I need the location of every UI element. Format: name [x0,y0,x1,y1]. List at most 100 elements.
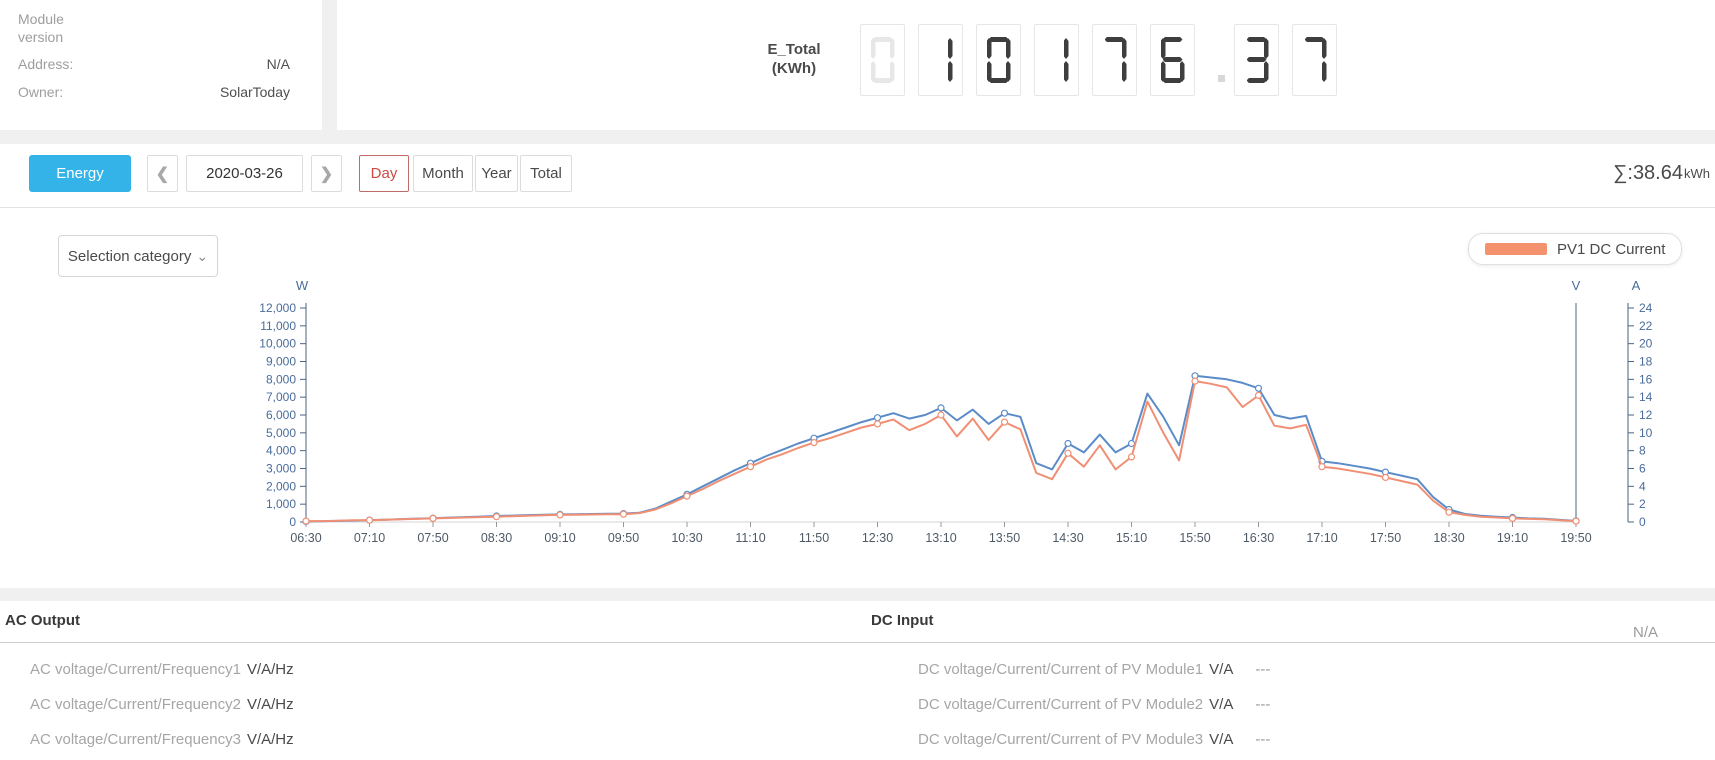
series-marker [492,513,501,521]
a-axis-tick-label: 22 [1639,319,1653,333]
decimal-point [1208,24,1234,94]
energy-sum: ∑: 38.64 kWh [1613,155,1710,192]
v-axis-title: V [1572,278,1581,293]
x-axis-tick-label: 08:30 [481,531,512,545]
series-marker [429,514,437,522]
series-marker [1000,409,1009,417]
series-marker [1127,453,1136,461]
w-axis-tick-label: 4,000 [266,444,296,458]
sigma-icon: ∑: [1613,162,1633,184]
x-axis-tick-label: 14:30 [1052,531,1083,545]
series-marker [1254,384,1263,392]
seven-segment-digit [1092,24,1137,96]
seven-segment-digit [1234,24,1279,96]
series-marker [1254,391,1263,400]
series-line-power [305,374,1577,523]
range-day-button[interactable]: Day [359,155,409,192]
x-axis-tick-label: 11:10 [735,531,765,545]
a-axis-tick-label: 0 [1639,515,1646,529]
owner-value: SolarToday [219,84,290,100]
dc-row3-unit: V/A [1209,731,1234,748]
a-axis-tick-label: 20 [1639,337,1653,351]
series-marker [1191,377,1199,385]
seven-segment-digit [1034,24,1079,96]
selection-category-dropdown[interactable]: Selection category ⌄ [58,235,218,277]
next-date-button[interactable]: ❯ [311,155,342,192]
x-axis-tick-label: 17:10 [1306,531,1337,545]
x-axis-tick-label: 07:10 [354,531,385,545]
ac-row3-label: AC voltage/Current/Frequency3 [30,731,241,748]
dc-row2-label: DC voltage/Current/Current of PV Module2 [918,696,1204,713]
x-axis-tick-label: 19:10 [1497,531,1528,545]
seven-segment-digit [1150,24,1195,96]
a-axis-tick-label: 10 [1639,426,1653,440]
x-axis-tick-label: 16:30 [1243,531,1274,545]
prev-date-button[interactable]: ❮ [147,155,178,192]
seven-segment-digit [918,24,963,96]
w-axis-tick-label: 8,000 [266,372,296,386]
date-picker-button[interactable]: 2020-03-26 [186,155,303,192]
x-axis-tick-label: 18:30 [1433,531,1464,545]
chevron-left-icon: ❮ [155,165,170,183]
decimal-dot [1217,75,1225,82]
series-marker [1318,463,1326,471]
w-axis-tick-label: 6,000 [266,408,296,422]
toolbar-divider [0,207,1715,208]
range-year-button[interactable]: Year [475,155,518,192]
a-axis-tick-label: 24 [1639,301,1653,315]
panel-divider [322,0,337,130]
ac-row2-unit: V/A/Hz [246,696,294,713]
ac-row1-label: AC voltage/Current/Frequency1 [30,661,241,678]
legend-color-swatch [1485,243,1547,255]
a-axis-tick-label: 2 [1639,497,1646,511]
dc-row1-value: --- [1255,661,1271,678]
legend-pv1-dc-current[interactable]: PV1 DC Current [1468,233,1683,265]
address-value: N/A [266,56,290,72]
x-axis-tick-label: 06:30 [290,531,321,545]
a-axis-tick-label: 14 [1639,390,1653,404]
range-month-button[interactable]: Month [413,155,473,192]
ac-row2-label: AC voltage/Current/Frequency2 [30,696,241,713]
x-axis-tick-label: 15:50 [1179,531,1210,545]
w-axis-tick-label: 11,000 [260,319,296,333]
a-axis-tick-label: 18 [1639,355,1653,369]
a-axis-title: A [1632,278,1641,293]
table-row: AC voltage/Current/Frequency3 V/A/Hz [30,731,294,748]
a-axis-tick-label: 16 [1639,372,1653,386]
w-axis-tick-label: 0 [289,515,296,529]
dc-row1-label: DC voltage/Current/Current of PV Module1 [918,661,1204,678]
w-axis-tick-label: 5,000 [266,426,296,440]
table-row: AC voltage/Current/Frequency2 V/A/Hz [30,696,294,713]
x-axis-tick-label: 13:50 [989,531,1020,545]
seven-segment-digit [860,24,905,96]
ac-output-title: AC Output [5,612,80,629]
x-axis-tick-label: 17:50 [1370,531,1401,545]
seven-segment-digit [976,24,1021,96]
series-marker [302,517,310,525]
address-label: Address: [18,56,74,72]
dc-row3-label: DC voltage/Current/Current of PV Module3 [918,731,1204,748]
range-total-button[interactable]: Total [520,155,572,192]
series-marker [1508,514,1517,522]
w-axis-tick-label: 2,000 [266,479,296,493]
series-marker [683,492,691,500]
x-axis-tick-label: 15:10 [1116,531,1147,545]
a-axis-tick-label: 8 [1639,444,1646,458]
series-line-pv1-dc-current [305,380,1577,523]
series-marker [810,439,818,447]
owner-label: Owner: [18,84,64,100]
energy-sum-unit: kWh [1684,166,1710,181]
series-marker [1572,517,1580,525]
energy-tab-button[interactable]: Energy [29,155,131,192]
chevron-down-icon: ⌄ [196,248,209,264]
module-version-label: Module version [18,11,64,45]
series-marker [1127,439,1136,448]
selection-category-label: Selection category [67,247,192,265]
w-axis-tick-label: 9,000 [266,355,296,369]
a-axis-tick-label: 6 [1639,462,1646,476]
e-total-label: E_Total (KWh) [744,40,844,78]
dc-row1-unit: V/A [1209,661,1234,678]
w-axis-tick-label: 12,000 [259,301,296,315]
table-row: DC voltage/Current/Current of PV Module3… [918,731,1270,748]
dc-row2-value: --- [1255,696,1271,713]
